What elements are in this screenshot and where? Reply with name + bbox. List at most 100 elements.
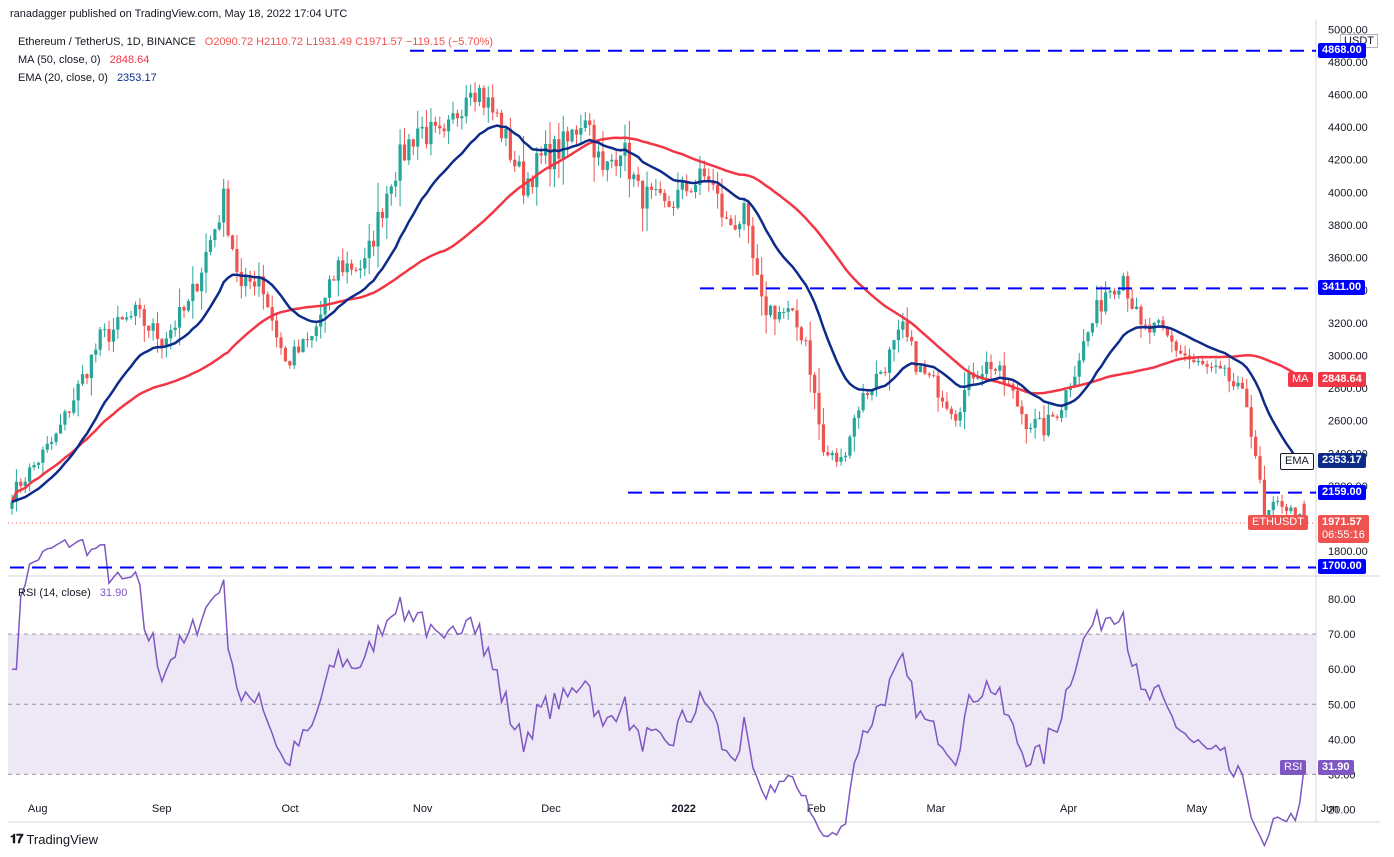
candle-body [614,159,618,167]
candle-body [169,329,173,339]
candle-body [949,408,953,415]
time-tick-label: Oct [281,803,298,815]
candle-body [98,329,102,350]
candle-body [782,311,786,313]
candle-body [1064,390,1068,411]
legend-symbol-row[interactable]: Ethereum / TetherUS, 1D, BINANCE O2090.7… [18,33,493,51]
candle-body [477,87,482,103]
legend-ma-row[interactable]: MA (50, close, 0) 2848.64 [18,51,493,69]
candle-body [954,414,958,421]
price-tick-label: 4800.00 [1328,57,1368,69]
axis-value-1700: 1700.00 [1318,559,1366,575]
candle-body [438,125,442,129]
candle-body [663,192,667,202]
candle-body [266,294,270,308]
candle-body [632,174,636,180]
candle-body [993,369,998,371]
candle-body [667,201,671,207]
candle-body [826,452,830,456]
candle-body [336,260,340,281]
candle-body [372,240,376,247]
candle-body [786,308,790,312]
time-tick-label: Feb [807,803,826,815]
candle-body [760,274,764,297]
tradingview-logo[interactable]: 𝟏𝟕 TradingView [10,831,98,847]
candle-body [1143,324,1147,326]
candle-body [1289,507,1293,512]
candle-body [151,323,155,331]
candle-body [182,307,186,311]
candle-body [416,128,420,147]
candle-body [910,337,914,342]
candle-body [473,92,477,103]
candle-body [433,121,437,126]
candle-body [217,222,221,230]
candle-body [521,161,526,196]
candle-body [839,457,843,462]
candle-body [848,436,852,456]
candle-body [936,375,940,398]
candle-body [292,346,296,366]
candle-body [689,191,693,193]
candle-body [1051,414,1055,417]
candle-body [10,501,14,509]
candle-body [596,151,601,158]
candle-body [1033,418,1037,428]
price-tick-label: 4600.00 [1328,90,1368,102]
candle-body [1077,360,1081,377]
candle-body [901,321,905,330]
time-tick-label: Apr [1060,803,1077,815]
legend-ema-row[interactable]: EMA (20, close, 0) 2353.17 [18,69,493,87]
candle-body [813,374,817,393]
candle-body [777,312,781,320]
candle-body [398,144,402,181]
ema20-line [11,124,1306,504]
time-tick-label: Sep [152,803,172,815]
candle-body [861,393,865,411]
candle-body [526,178,530,196]
candle-body [962,390,967,413]
candle-body [460,116,464,119]
price-tick-label: 1800.00 [1328,546,1368,558]
candle-body [376,211,380,247]
candle-body [208,240,213,252]
candle-body [720,193,724,218]
candle-body [125,317,129,320]
candle-body [751,225,755,259]
candle-body [1090,323,1095,333]
candle-body [200,272,204,292]
candle-body [54,433,58,442]
candle-body [588,120,592,126]
candle-body [424,126,429,145]
candle-body [530,178,534,188]
candle-body [702,168,706,177]
candle-body [874,373,878,390]
candle-body [248,275,252,282]
candle-body [1024,414,1028,430]
candle-body [495,112,499,114]
candle-body [504,128,508,139]
candle-body [28,467,32,482]
candle-body [226,188,230,236]
price-tick-label: 4000.00 [1328,187,1368,199]
candle-body [36,462,41,465]
candle-body [1209,366,1214,368]
rsi-legend[interactable]: RSI (14, close) 31.90 [18,584,127,602]
candle-body [341,260,345,273]
candle-body [1170,335,1174,342]
candle-body [58,424,63,434]
candle-body [349,263,354,270]
legend-ma-value: 2848.64 [109,54,150,66]
candle-body [76,383,80,401]
candle-body [1271,501,1275,511]
candle-body [314,326,318,337]
candle-body [420,126,424,129]
candle-body [402,144,407,161]
candle-body [738,224,742,230]
candle-body [1276,501,1280,503]
candle-body [252,281,257,287]
candle-body [261,276,265,295]
candle-body [733,225,737,230]
rsi-tick-label: 40.00 [1328,734,1356,746]
